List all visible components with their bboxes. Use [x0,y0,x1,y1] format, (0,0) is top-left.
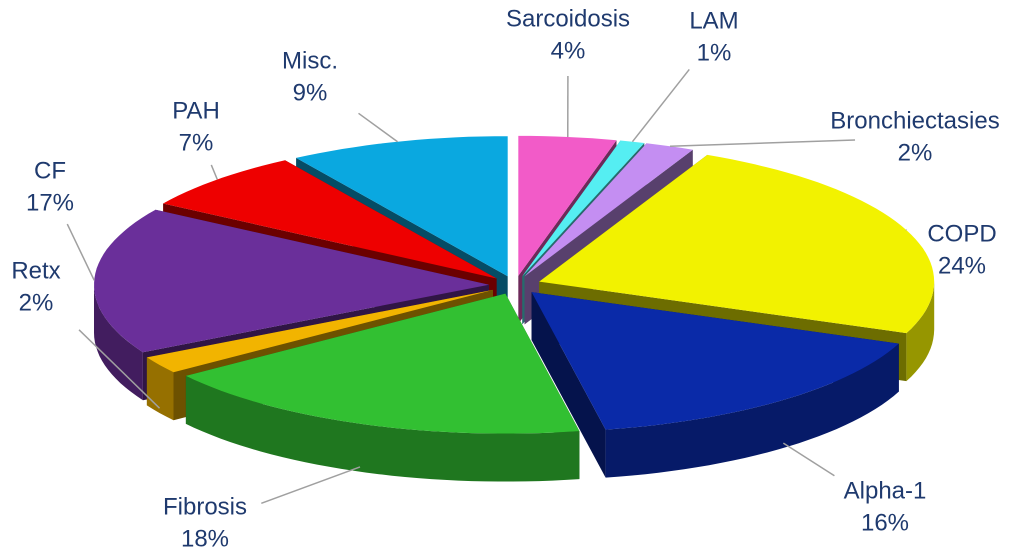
slice-top [94,209,489,353]
slice-top [531,292,899,430]
slice-top [524,143,693,277]
slice-label: Retx [11,257,60,284]
slice-top [296,136,508,277]
leader-line [631,68,690,143]
leader-line [261,466,361,504]
slice-value-label: 4% [551,37,586,64]
leader-line [669,139,856,148]
leader-line [78,329,161,409]
slice-value-label: 7% [179,129,214,156]
slice-value-label: 2% [898,139,933,166]
slice-top [518,135,617,276]
slice-label: Sarcoidosis [506,5,630,32]
slice-value-label: 1% [697,39,732,66]
slice-wall [906,281,935,382]
leader-line [66,223,95,281]
slice-value-label: 16% [861,509,909,536]
slice-value-label: 2% [19,289,54,316]
slice-top [185,293,580,434]
slice-value-label: 17% [26,189,74,216]
slice-wall [185,375,580,482]
slice-label: Alpha-1 [844,477,927,504]
slice [531,292,899,478]
leader-line [358,112,398,143]
slice-label: Bronchiectasies [830,107,999,134]
slice-wall [94,284,143,401]
slice-label: COPD [927,220,996,247]
slice [185,293,580,482]
slice-value-label: 24% [938,252,986,279]
leader-line [782,442,835,477]
slice-top [146,289,493,373]
slice-value-label: 9% [293,79,328,106]
slice-label: Fibrosis [163,493,247,520]
slice-top [539,154,935,334]
slice-wall [146,357,174,421]
slice-label: LAM [689,7,738,34]
slice-value-label: 18% [181,525,229,552]
slice-label: CF [34,157,66,184]
slice-label: PAH [172,97,220,124]
slice-side [531,292,606,478]
slice-wall [605,343,899,478]
slice-top [163,160,497,279]
slice-top [522,140,645,277]
slice-label: Misc. [282,47,338,74]
leader-line [210,164,219,180]
